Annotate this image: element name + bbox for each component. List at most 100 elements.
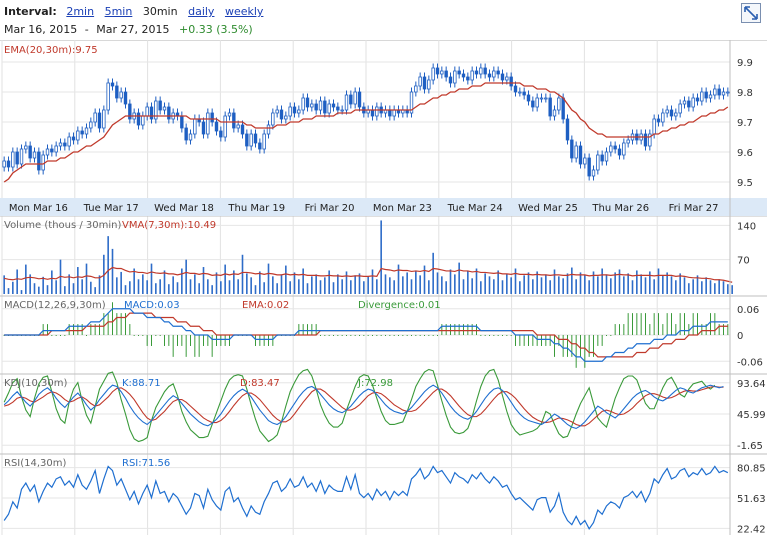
candle-body: [375, 106, 379, 117]
volume-bar: [527, 272, 530, 294]
candle-body: [284, 115, 288, 120]
volume-bar: [185, 259, 187, 294]
candle-body: [93, 112, 97, 123]
volume-bar: [298, 279, 300, 294]
candle-body: [622, 142, 626, 156]
volume-bar: [623, 276, 625, 294]
volume-bar: [254, 285, 257, 294]
volume-bar: [666, 272, 668, 294]
candle-body: [700, 91, 704, 102]
volume-bar: [462, 279, 465, 294]
macd-line: [4, 308, 728, 362]
volume-bar: [692, 279, 694, 294]
volume-tick-label: 140: [737, 221, 756, 232]
candle-body: [444, 70, 448, 78]
volume-bar: [111, 248, 114, 294]
volume-bar: [341, 279, 343, 294]
candle-body: [726, 91, 730, 94]
volume-bar: [701, 281, 703, 294]
volume-bar: [610, 278, 612, 294]
volume-bar: [241, 254, 244, 294]
volume-bar: [410, 279, 413, 294]
volume-bar: [38, 286, 40, 294]
volume-bar: [471, 278, 473, 294]
candle-body: [97, 112, 102, 129]
candle-body: [648, 133, 652, 147]
candle-body: [288, 106, 292, 117]
candle-body: [67, 136, 71, 147]
volume-bar: [497, 270, 499, 294]
candle-body: [422, 76, 427, 90]
candle-body: [236, 124, 240, 129]
volume-bar: [649, 271, 651, 294]
volume-bar: [428, 280, 430, 294]
expand-button[interactable]: [741, 3, 761, 23]
candle-body: [674, 112, 678, 117]
candle-body: [258, 142, 262, 150]
candle-body: [310, 103, 314, 108]
volume-bar: [72, 283, 75, 294]
ema-legend: EMA(20,30m):9.75: [4, 45, 98, 56]
volume-bar: [480, 281, 482, 294]
candle-body: [526, 94, 531, 102]
price-tick-label: 9.6: [737, 148, 753, 159]
volume-bar: [7, 288, 10, 294]
candle-body: [115, 85, 119, 99]
candle-body: [184, 127, 188, 141]
candle-body: [249, 133, 253, 147]
volume-bar: [402, 276, 404, 294]
candle-body: [292, 106, 297, 114]
volume-bar: [696, 275, 699, 294]
interval-30min-current: 30min: [142, 5, 178, 18]
candle-body: [180, 115, 184, 129]
volume-bar: [718, 279, 720, 294]
volume-bar: [306, 283, 309, 294]
candle-body: [297, 109, 301, 114]
interval-daily-link[interactable]: daily: [188, 5, 215, 18]
volume-bar: [107, 236, 109, 294]
volume-bar: [159, 279, 161, 294]
volume-bar: [272, 276, 274, 294]
candle-body: [440, 70, 444, 75]
x-tick-label: Wed Mar 25: [518, 203, 578, 214]
rsi-tick-label: 51.63: [737, 494, 766, 505]
volume-bar: [731, 285, 733, 294]
candle-body: [357, 91, 362, 108]
volume-bar: [85, 263, 88, 294]
volume-bar: [293, 272, 296, 294]
volume-bar: [679, 273, 681, 294]
volume-bar: [155, 283, 157, 294]
volume-bar: [363, 281, 365, 294]
candle-body: [279, 109, 284, 120]
candle-body: [2, 160, 6, 168]
candle-body: [418, 76, 422, 87]
candle-body: [271, 112, 275, 126]
candle-body: [457, 70, 461, 75]
volume-bar: [540, 277, 543, 294]
expand-arrows-icon: [744, 6, 758, 20]
candle-body: [678, 103, 682, 114]
volume-bar: [683, 277, 686, 294]
candle-body: [643, 133, 648, 147]
interval-5min-link[interactable]: 5min: [104, 5, 133, 18]
volume-bar: [423, 265, 426, 294]
volume-bar: [631, 280, 634, 294]
candle-body: [591, 169, 596, 177]
candle-body: [50, 148, 54, 153]
date-separator: -: [84, 23, 89, 36]
candle-body: [496, 70, 500, 75]
candle-body: [305, 97, 310, 108]
candle-body: [466, 76, 470, 81]
volume-bar: [94, 287, 96, 294]
interval-weekly-link[interactable]: weekly: [224, 5, 264, 18]
candle-body: [123, 91, 128, 105]
volume-bar: [519, 281, 521, 294]
candle-body: [470, 70, 474, 81]
volume-bar: [675, 280, 677, 294]
rsi-tick-label: 22.42: [737, 524, 766, 535]
interval-2min-link[interactable]: 2min: [66, 5, 95, 18]
volume-bar: [467, 271, 469, 294]
candle-body: [461, 73, 466, 78]
candle-body: [253, 133, 258, 144]
volume-bar: [558, 276, 560, 294]
